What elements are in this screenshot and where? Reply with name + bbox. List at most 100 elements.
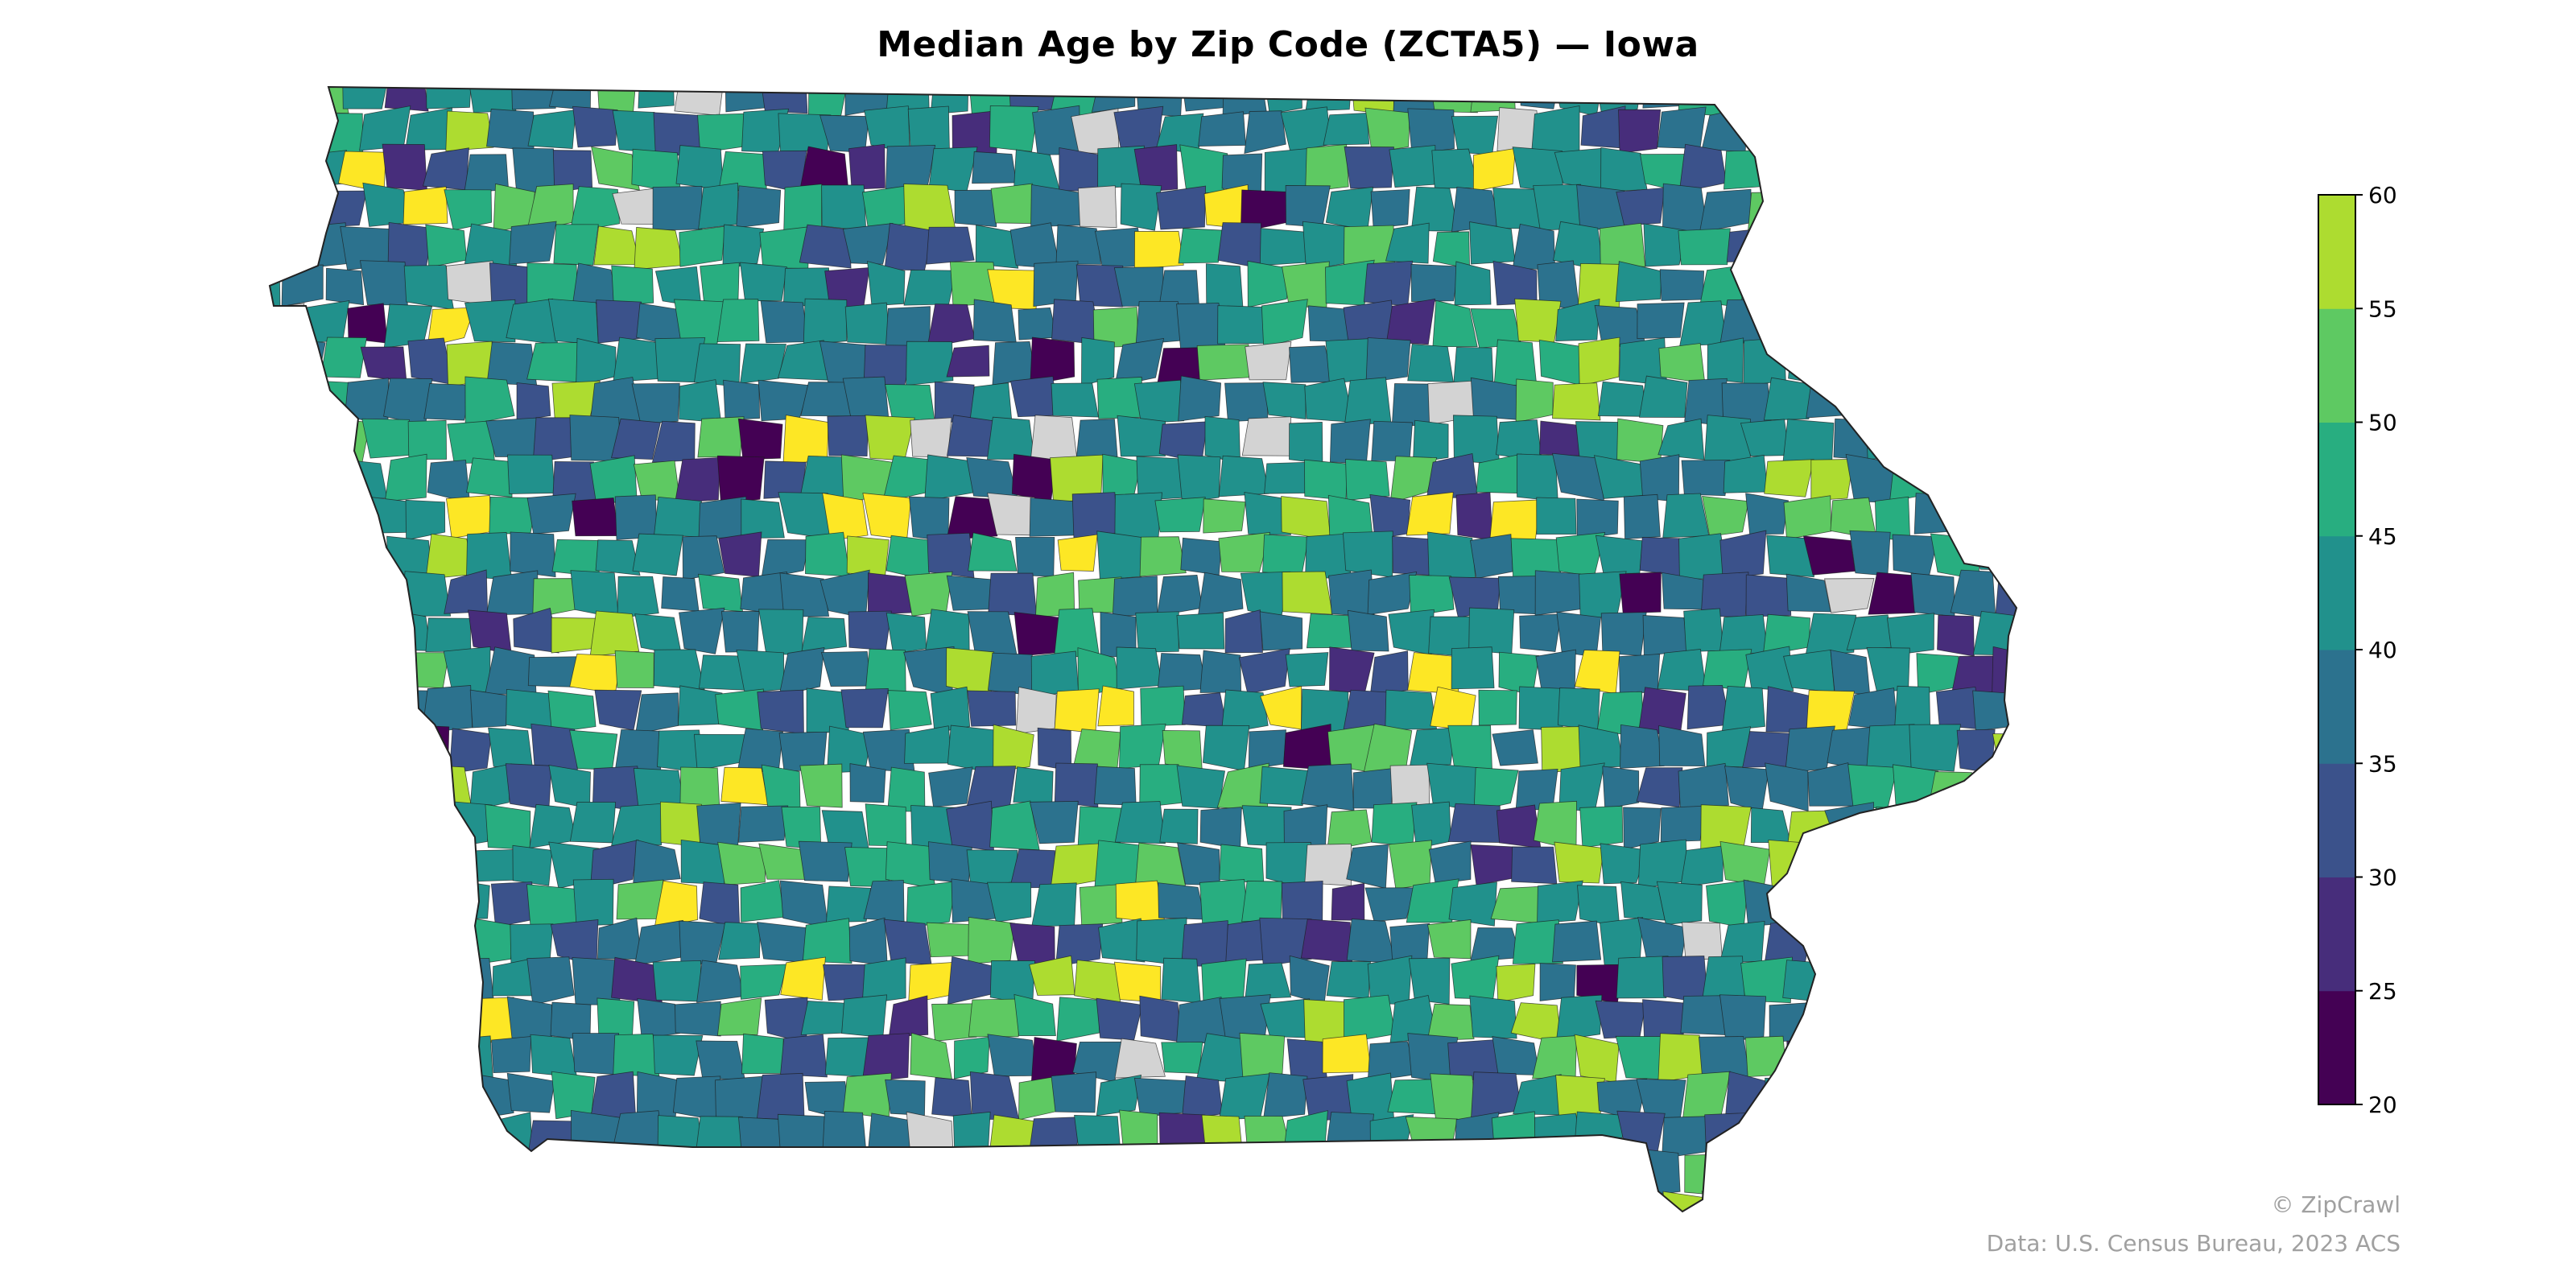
zcta-region — [968, 532, 1018, 572]
zcta-region — [716, 299, 760, 343]
zcta-region — [506, 1072, 555, 1113]
zcta-region — [1203, 498, 1246, 534]
zcta-region — [906, 341, 954, 386]
zcta-region — [1492, 729, 1538, 766]
zcta-region — [848, 143, 886, 190]
zcta-region — [780, 1034, 828, 1078]
zcta-region — [716, 455, 765, 504]
zcta-region — [1616, 956, 1669, 999]
zcta-region — [953, 1036, 990, 1080]
zcta-region — [1386, 298, 1436, 345]
zcta-region — [1247, 260, 1292, 308]
zcta-region — [631, 382, 680, 424]
zcta-region — [1154, 497, 1206, 533]
zcta-region — [1409, 574, 1455, 617]
zcta-region — [737, 418, 783, 460]
zcta-region — [1454, 261, 1492, 306]
zcta-region — [595, 539, 641, 576]
zcta-region — [842, 222, 894, 265]
zcta-region — [682, 535, 725, 580]
zcta-region — [1117, 415, 1166, 457]
zcta-region — [611, 265, 654, 306]
zcta-region — [1259, 766, 1309, 807]
zcta-region — [1259, 611, 1303, 651]
zcta-region — [1097, 685, 1134, 727]
zcta-region — [716, 997, 762, 1036]
zcta-region — [1478, 689, 1517, 726]
zcta-region — [930, 686, 971, 733]
zcta-region — [1081, 336, 1115, 386]
zcta-region — [1448, 881, 1497, 927]
map-title: Median Age by Zip Code (ZCTA5) — Iowa — [877, 24, 1699, 65]
zcta-region — [1244, 492, 1291, 535]
zcta-region — [1909, 724, 1961, 772]
zcta-region — [1428, 840, 1472, 885]
zcta-region — [1218, 531, 1271, 573]
zcta-region — [801, 617, 848, 653]
zcta-region — [427, 307, 476, 347]
zcta-region — [1554, 841, 1604, 884]
zcta-region — [1135, 611, 1179, 653]
zcta-region — [1051, 1071, 1097, 1113]
zcta-region — [840, 687, 889, 729]
zcta-region — [888, 995, 929, 1038]
zcta-region — [1763, 377, 1814, 421]
colorbar-tick-label: 55 — [2368, 295, 2397, 322]
colorbar-band — [2318, 422, 2355, 537]
zcta-region — [1426, 1003, 1475, 1042]
zcta-region — [423, 383, 474, 421]
zcta-region — [1805, 613, 1857, 658]
zcta-region — [906, 881, 957, 929]
zcta-region — [674, 456, 720, 504]
zcta-region — [1176, 765, 1226, 809]
zcta-region — [384, 87, 429, 112]
zcta-region — [679, 225, 726, 267]
zcta-region — [1345, 459, 1390, 502]
zcta-region — [1678, 228, 1731, 266]
zcta-region — [1618, 109, 1662, 154]
zcta-region — [1410, 263, 1459, 302]
zcta-region — [1656, 881, 1703, 926]
zcta-region — [887, 690, 932, 731]
zcta-region — [1096, 1074, 1142, 1117]
zcta-region — [740, 964, 788, 1000]
zcta-region — [1305, 143, 1349, 192]
zcta-region — [405, 499, 446, 541]
zcta-region — [737, 805, 789, 843]
zcta-region — [1075, 419, 1118, 463]
zcta-region — [1552, 920, 1602, 963]
zcta-region — [553, 224, 599, 266]
zcta-region — [1764, 459, 1814, 497]
zcta-region — [1410, 186, 1459, 232]
zcta-region — [1868, 572, 1918, 615]
zcta-region — [1365, 337, 1411, 383]
zcta-region — [826, 886, 872, 923]
zcta-region — [954, 189, 997, 228]
zcta-region — [1055, 923, 1104, 968]
zcta-region — [464, 299, 516, 343]
zcta-region — [1552, 382, 1601, 421]
zcta-region — [1579, 805, 1624, 848]
zcta-region — [513, 607, 559, 654]
zcta-region — [1156, 185, 1207, 230]
zcta-region — [526, 493, 576, 535]
colorbar-tick-label: 30 — [2368, 865, 2397, 891]
zcta-region — [464, 223, 518, 267]
colorbar-tick-label: 50 — [2368, 410, 2397, 436]
zcta-region — [526, 956, 575, 1005]
colorbar-tick-label: 25 — [2368, 978, 2397, 1005]
zcta-region — [1098, 918, 1146, 963]
zcta-region — [1197, 572, 1244, 617]
zcta-region — [861, 957, 906, 1005]
zcta-region — [827, 415, 869, 457]
zcta-region — [1220, 689, 1269, 735]
zcta-region — [799, 763, 843, 808]
zcta-region — [946, 496, 998, 541]
zcta-region — [1370, 188, 1410, 229]
zcta-region — [1285, 652, 1329, 687]
zcta-region — [469, 689, 508, 729]
zcta-region — [1412, 419, 1449, 464]
zcta-region — [1886, 613, 1935, 656]
zcta-region — [589, 610, 640, 657]
